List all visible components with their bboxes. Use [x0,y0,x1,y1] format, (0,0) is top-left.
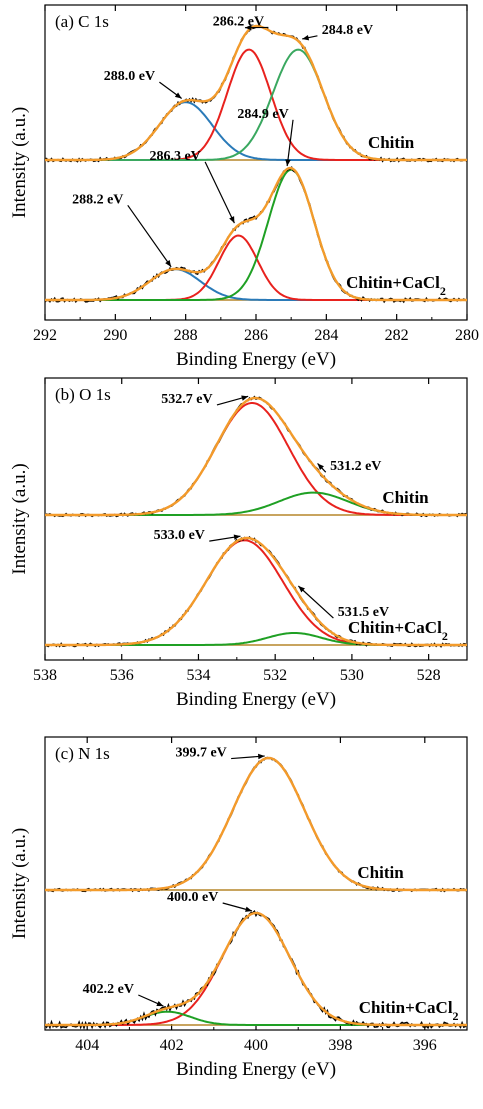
x-tick-label: 396 [413,1037,437,1054]
x-tick-label: 288 [174,327,198,344]
y-axis-title: Intensity (a.u.) [9,463,30,574]
sample-label: Chitin [382,488,429,507]
peak-label: 533.0 eV [154,528,205,543]
fitted-envelope-curve [45,536,467,647]
plot-frame [44,377,468,661]
peak-label: 284.8 eV [322,23,373,38]
sample-label: Chitin+CaCl2 [348,618,448,643]
peak-label: 400.0 eV [167,890,218,905]
peak-arrow [286,119,294,167]
peak-arrow-head [156,1000,164,1007]
peak-label: 399.7 eV [175,746,226,761]
peak-arrow [127,204,172,268]
x-tick-label: 400 [244,1037,268,1054]
fitted-envelope-curve [45,396,467,517]
panel-tag: (b) O 1s [55,385,111,404]
panel-o1s: 538 536 534 532 530 528 Binding Energy (eV) Int… [9,377,468,710]
peak-label: 531.5 eV [338,605,389,620]
peak-arrow-head [233,534,241,540]
panel-c1s: 292 290 288 286 284 282 280 Binding Energy (eV)… [9,4,479,370]
peak-label: 288.2 eV [72,192,123,207]
x-axis-title: Binding Energy (eV) [176,349,336,370]
x-tick-label: 532 [263,667,287,684]
peak-arrow-head [165,260,172,267]
x-tick-label: 404 [75,1037,99,1054]
peak-arrow-head [244,24,252,31]
panel-tag: (c) N 1s [55,744,110,763]
x-tick-label: 286 [244,327,268,344]
sample-label: Chitin+CaCl2 [346,273,446,298]
x-tick-label: 292 [33,327,57,344]
x-tick-label: 282 [385,327,409,344]
x-axis-title: Binding Energy (eV) [176,689,336,710]
peak-arrow-head [302,34,310,41]
sample-label: Chitin [357,863,404,882]
peak-label: 532.7 eV [161,392,212,407]
peak-arrow-head [174,92,182,99]
x-tick-label: 530 [340,667,364,684]
x-tick-label: 534 [186,667,210,684]
fitted-envelope-curve [45,911,467,1027]
sample-label: Chitin+CaCl2 [359,998,459,1023]
peak-label: 284.9 eV [237,107,288,122]
y-axis-title: Intensity (a.u.) [9,828,30,939]
peak-arrow [297,585,334,619]
fitted-envelope-curve [45,24,467,162]
x-tick-label: 290 [103,327,127,344]
x-tick-label: 398 [328,1037,352,1054]
peak-arrow-head [245,906,252,912]
x-axis-title: Binding Energy (eV) [176,1059,336,1080]
panel-tag: (a) C 1s [55,12,109,31]
peak-label: 531.2 eV [330,459,381,474]
fitted-envelope-curve [45,166,467,302]
x-tick-label: 528 [417,667,441,684]
x-tick-label: 538 [33,667,57,684]
peak-label: 402.2 eV [83,982,134,997]
peak-arrow [204,161,235,224]
peak-arrow-head [229,216,235,224]
x-tick-label: 402 [160,1037,184,1054]
peak-label: 286.3 eV [149,149,200,164]
peak-arrow-head [317,463,324,471]
peak-arrow-head [298,585,305,593]
fitted-envelope-curve [45,756,467,892]
x-tick-label: 284 [314,327,338,344]
sample-label: Chitin [368,133,415,152]
x-tick-label: 280 [455,327,479,344]
panel-n1s: 404 402 400 398 396 Binding Energy (eV) Intens… [9,736,468,1080]
peak-label: 288.0 eV [104,69,155,84]
y-axis-title: Intensity (a.u.) [9,107,30,218]
peak-arrow-head [241,395,249,401]
x-tick-label: 536 [110,667,134,684]
peak-arrow-head [258,753,265,760]
peak-arrow-head [285,159,291,167]
